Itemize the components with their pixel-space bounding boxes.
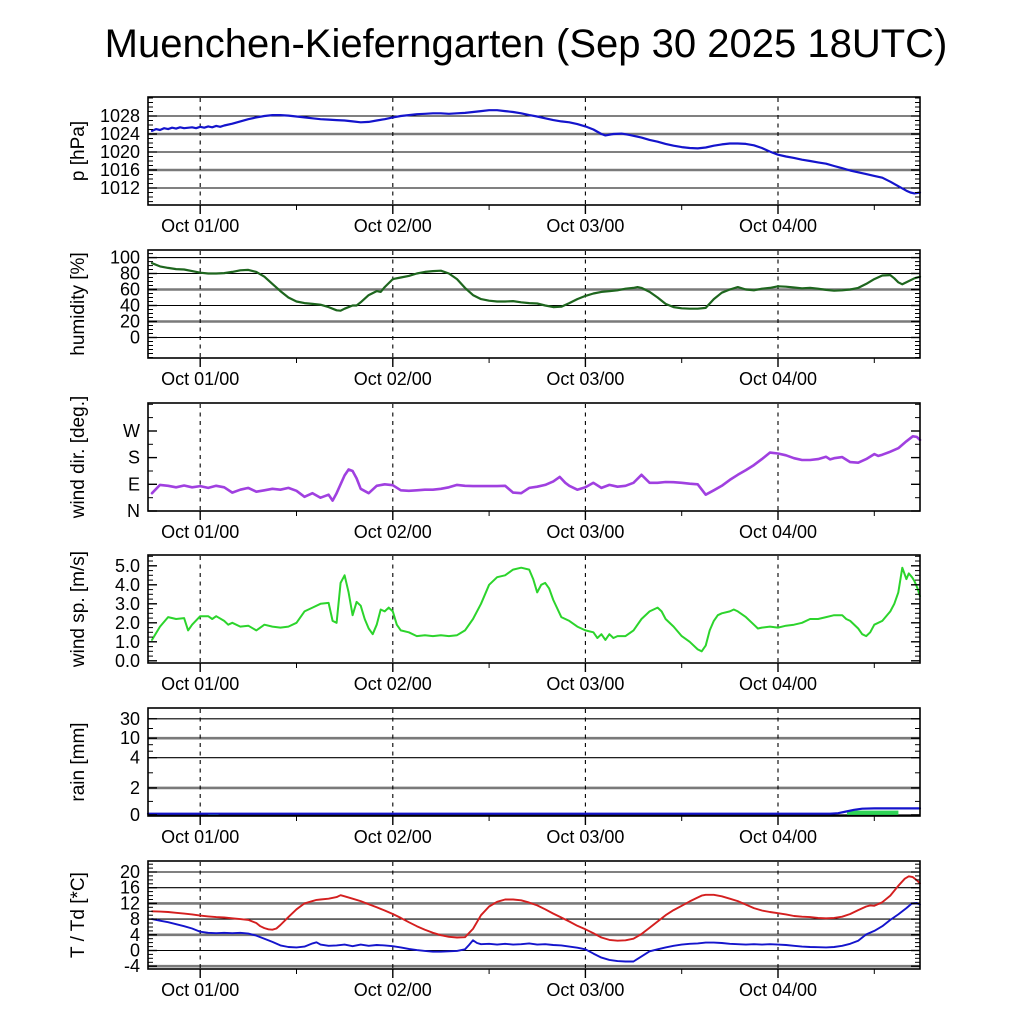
y-tick-label: 12	[120, 893, 140, 913]
x-tick-label: Oct 02/00	[354, 216, 432, 236]
y-tick-label: 10	[120, 728, 140, 748]
y-tick-label: 1028	[100, 106, 140, 126]
panel-frame	[147, 402, 921, 512]
y-tick-label: 16	[120, 878, 140, 898]
y-tick-label: 8	[130, 909, 140, 929]
panel-frame	[147, 860, 921, 970]
x-tick-label: Oct 01/00	[161, 522, 239, 542]
y-tick-label: 4	[130, 748, 140, 768]
panel-frame	[147, 707, 921, 817]
y-tick-label: 0	[130, 805, 140, 825]
y-tick-label: 40	[120, 296, 140, 316]
x-tick-label: Oct 02/00	[354, 369, 432, 389]
y-tick-label: 1.0	[115, 632, 140, 652]
y-tick-label: -4	[124, 956, 140, 976]
x-tick-label: Oct 04/00	[739, 980, 817, 1000]
y-tick-label: 1012	[100, 178, 140, 198]
y-tick-label: E	[128, 474, 140, 494]
y-axis-title: humidity [%]	[68, 252, 89, 355]
x-tick-label: Oct 02/00	[354, 980, 432, 1000]
y-tick-label: 80	[120, 264, 140, 284]
y-tick-label: 0	[130, 328, 140, 348]
y-tick-label: 20	[120, 312, 140, 332]
y-tick-label: 4.0	[115, 575, 140, 595]
y-tick-label: 2	[130, 778, 140, 798]
y-axis-title: wind dir. [deg.]	[68, 396, 89, 520]
y-axis-title: rain [mm]	[68, 722, 89, 801]
series-temperature	[151, 875, 921, 942]
y-tick-label: 2.0	[115, 613, 140, 633]
y-tick-label: 1024	[100, 124, 140, 144]
panel-wind-speed: 5.04.03.02.01.00.0 Oct 01/00 Oct 02/00 Oct …	[68, 551, 921, 694]
series-dewpoint	[151, 902, 921, 963]
y-tick-label: W	[123, 421, 140, 441]
panel-frame	[147, 554, 921, 664]
page-title: Muenchen-Kieferngarten (Sep 30 2025 18UT…	[104, 22, 948, 66]
x-tick-label: Oct 04/00	[739, 674, 817, 694]
x-tick-label: Oct 04/00	[739, 216, 817, 236]
x-tick-label: Oct 04/00	[739, 522, 817, 542]
series-pressure	[150, 109, 922, 195]
y-axis-title: T / Td [*C]	[68, 872, 89, 958]
y-tick-label: 1016	[100, 160, 140, 180]
x-tick-label: Oct 01/00	[161, 674, 239, 694]
series-rain-accumulation	[146, 807, 922, 815]
series-rain-amount-bars	[847, 810, 899, 815]
y-tick-label: 0	[130, 941, 140, 961]
x-tick-label: Oct 03/00	[546, 369, 624, 389]
series-wind-direction	[150, 435, 922, 502]
x-tick-label: Oct 02/00	[354, 522, 432, 542]
y-tick-label: N	[127, 501, 140, 521]
y-tick-label: S	[128, 448, 140, 468]
x-tick-label: Oct 04/00	[739, 827, 817, 847]
y-tick-label: 1020	[100, 142, 140, 162]
x-tick-label: Oct 04/00	[739, 369, 817, 389]
series-relative-humidity	[150, 262, 922, 312]
y-axis-title: p [hPa]	[68, 121, 89, 181]
y-tick-label: 0.0	[115, 651, 140, 671]
x-tick-label: Oct 01/00	[161, 216, 239, 236]
panel-frame	[147, 96, 921, 206]
x-tick-label: Oct 03/00	[546, 827, 624, 847]
x-tick-label: Oct 03/00	[546, 216, 624, 236]
y-axis-title: wind sp. [m/s]	[68, 551, 89, 668]
x-tick-label: Oct 02/00	[354, 674, 432, 694]
x-tick-label: Oct 02/00	[354, 827, 432, 847]
y-tick-label: 100	[110, 248, 140, 268]
x-tick-label: Oct 03/00	[546, 674, 624, 694]
y-tick-label: 3.0	[115, 594, 140, 614]
panel-frame	[147, 249, 921, 359]
x-tick-label: Oct 03/00	[546, 522, 624, 542]
x-tick-label: Oct 01/00	[161, 980, 239, 1000]
y-tick-label: 30	[120, 709, 140, 729]
y-tick-label: 5.0	[115, 556, 140, 576]
y-tick-label: 60	[120, 280, 140, 300]
x-tick-label: Oct 01/00	[161, 369, 239, 389]
y-tick-label: 20	[120, 862, 140, 882]
y-tick-label: 4	[130, 925, 140, 945]
x-tick-label: Oct 01/00	[161, 827, 239, 847]
series-wind-speed	[151, 566, 921, 653]
x-tick-label: Oct 03/00	[546, 980, 624, 1000]
